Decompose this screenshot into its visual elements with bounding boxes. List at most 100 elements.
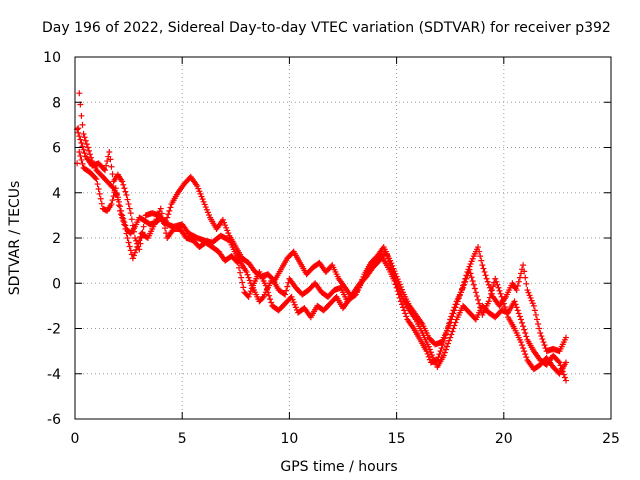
data-point <box>247 288 254 295</box>
data-point <box>482 272 489 279</box>
data-point <box>449 310 456 317</box>
data-point <box>121 221 128 228</box>
data-point <box>164 214 171 221</box>
data-point <box>536 325 543 332</box>
data-point <box>479 262 486 269</box>
data-point <box>282 291 289 298</box>
data-point <box>81 134 88 141</box>
data-point <box>248 285 255 292</box>
data-point <box>514 282 521 289</box>
data-point <box>490 283 497 290</box>
data-point <box>398 286 405 293</box>
data-point <box>443 327 450 334</box>
data-point <box>451 304 458 311</box>
data-point <box>461 281 468 288</box>
data-point <box>516 313 523 320</box>
data-point <box>78 112 85 119</box>
data-point <box>475 296 482 303</box>
data-point <box>157 205 164 212</box>
data-point <box>225 230 232 237</box>
data-point <box>94 181 101 188</box>
data-point <box>391 268 398 275</box>
data-point <box>95 185 102 192</box>
data-point <box>467 261 474 268</box>
data-point <box>445 323 452 330</box>
data-point <box>440 339 447 346</box>
data-point <box>118 211 125 218</box>
data-point <box>132 249 139 256</box>
data-point <box>423 348 430 355</box>
data-point <box>436 351 443 358</box>
x-tick-label: 15 <box>388 431 406 447</box>
data-point <box>496 287 503 294</box>
data-point <box>107 156 114 163</box>
data-point <box>541 342 548 349</box>
data-point <box>468 258 475 265</box>
data-point <box>483 275 490 282</box>
data-point <box>521 268 528 275</box>
data-point <box>82 137 89 144</box>
data-point <box>397 298 404 305</box>
data-point <box>556 359 563 366</box>
data-point <box>245 274 252 281</box>
data-point <box>117 207 124 214</box>
data-point <box>502 307 509 314</box>
data-point <box>76 90 83 97</box>
data-point <box>194 182 201 189</box>
data-point <box>493 278 500 285</box>
y-tick-label: 10 <box>43 50 61 66</box>
data-point <box>268 299 275 306</box>
data-point <box>244 271 251 278</box>
data-point <box>517 339 524 346</box>
data-point <box>127 210 134 217</box>
data-point <box>450 325 457 332</box>
data-point <box>233 258 240 265</box>
data-point <box>234 259 241 266</box>
data-point <box>92 175 99 182</box>
x-tick-label: 20 <box>495 431 513 447</box>
data-point <box>140 223 147 230</box>
data-point <box>427 349 434 356</box>
data-point <box>129 255 136 262</box>
data-point <box>440 352 447 359</box>
data-point <box>562 359 569 366</box>
data-point <box>499 297 506 304</box>
data-point <box>468 274 475 281</box>
data-point <box>243 268 250 275</box>
data-point <box>119 178 126 185</box>
data-point <box>125 201 132 208</box>
data-point <box>438 345 445 352</box>
data-point <box>498 293 505 300</box>
data-point <box>520 345 527 352</box>
data-point <box>515 278 522 285</box>
data-point <box>402 310 409 317</box>
data-point <box>400 304 407 311</box>
data-point <box>136 237 143 244</box>
data-point <box>114 196 121 203</box>
data-point <box>428 352 435 359</box>
y-tick-label: 4 <box>52 186 61 202</box>
data-point <box>103 162 110 169</box>
data-point <box>480 265 487 272</box>
data-point <box>93 176 100 183</box>
data-point <box>529 300 536 307</box>
data-point <box>160 220 167 227</box>
data-point <box>425 343 432 350</box>
data-point <box>133 246 140 253</box>
y-tick-label: -4 <box>47 367 61 383</box>
data-point <box>435 354 442 361</box>
data-point <box>447 334 454 341</box>
data-point <box>514 307 521 314</box>
data-point <box>519 319 526 326</box>
data-point <box>562 334 569 341</box>
data-point <box>523 280 530 287</box>
data-point <box>76 149 83 156</box>
data-point <box>443 343 450 350</box>
data-point <box>98 200 105 207</box>
data-point <box>537 330 544 337</box>
data-point <box>198 193 205 200</box>
data-point <box>447 316 454 323</box>
data-point <box>484 278 491 285</box>
data-point <box>477 253 484 260</box>
data-point <box>245 293 252 300</box>
